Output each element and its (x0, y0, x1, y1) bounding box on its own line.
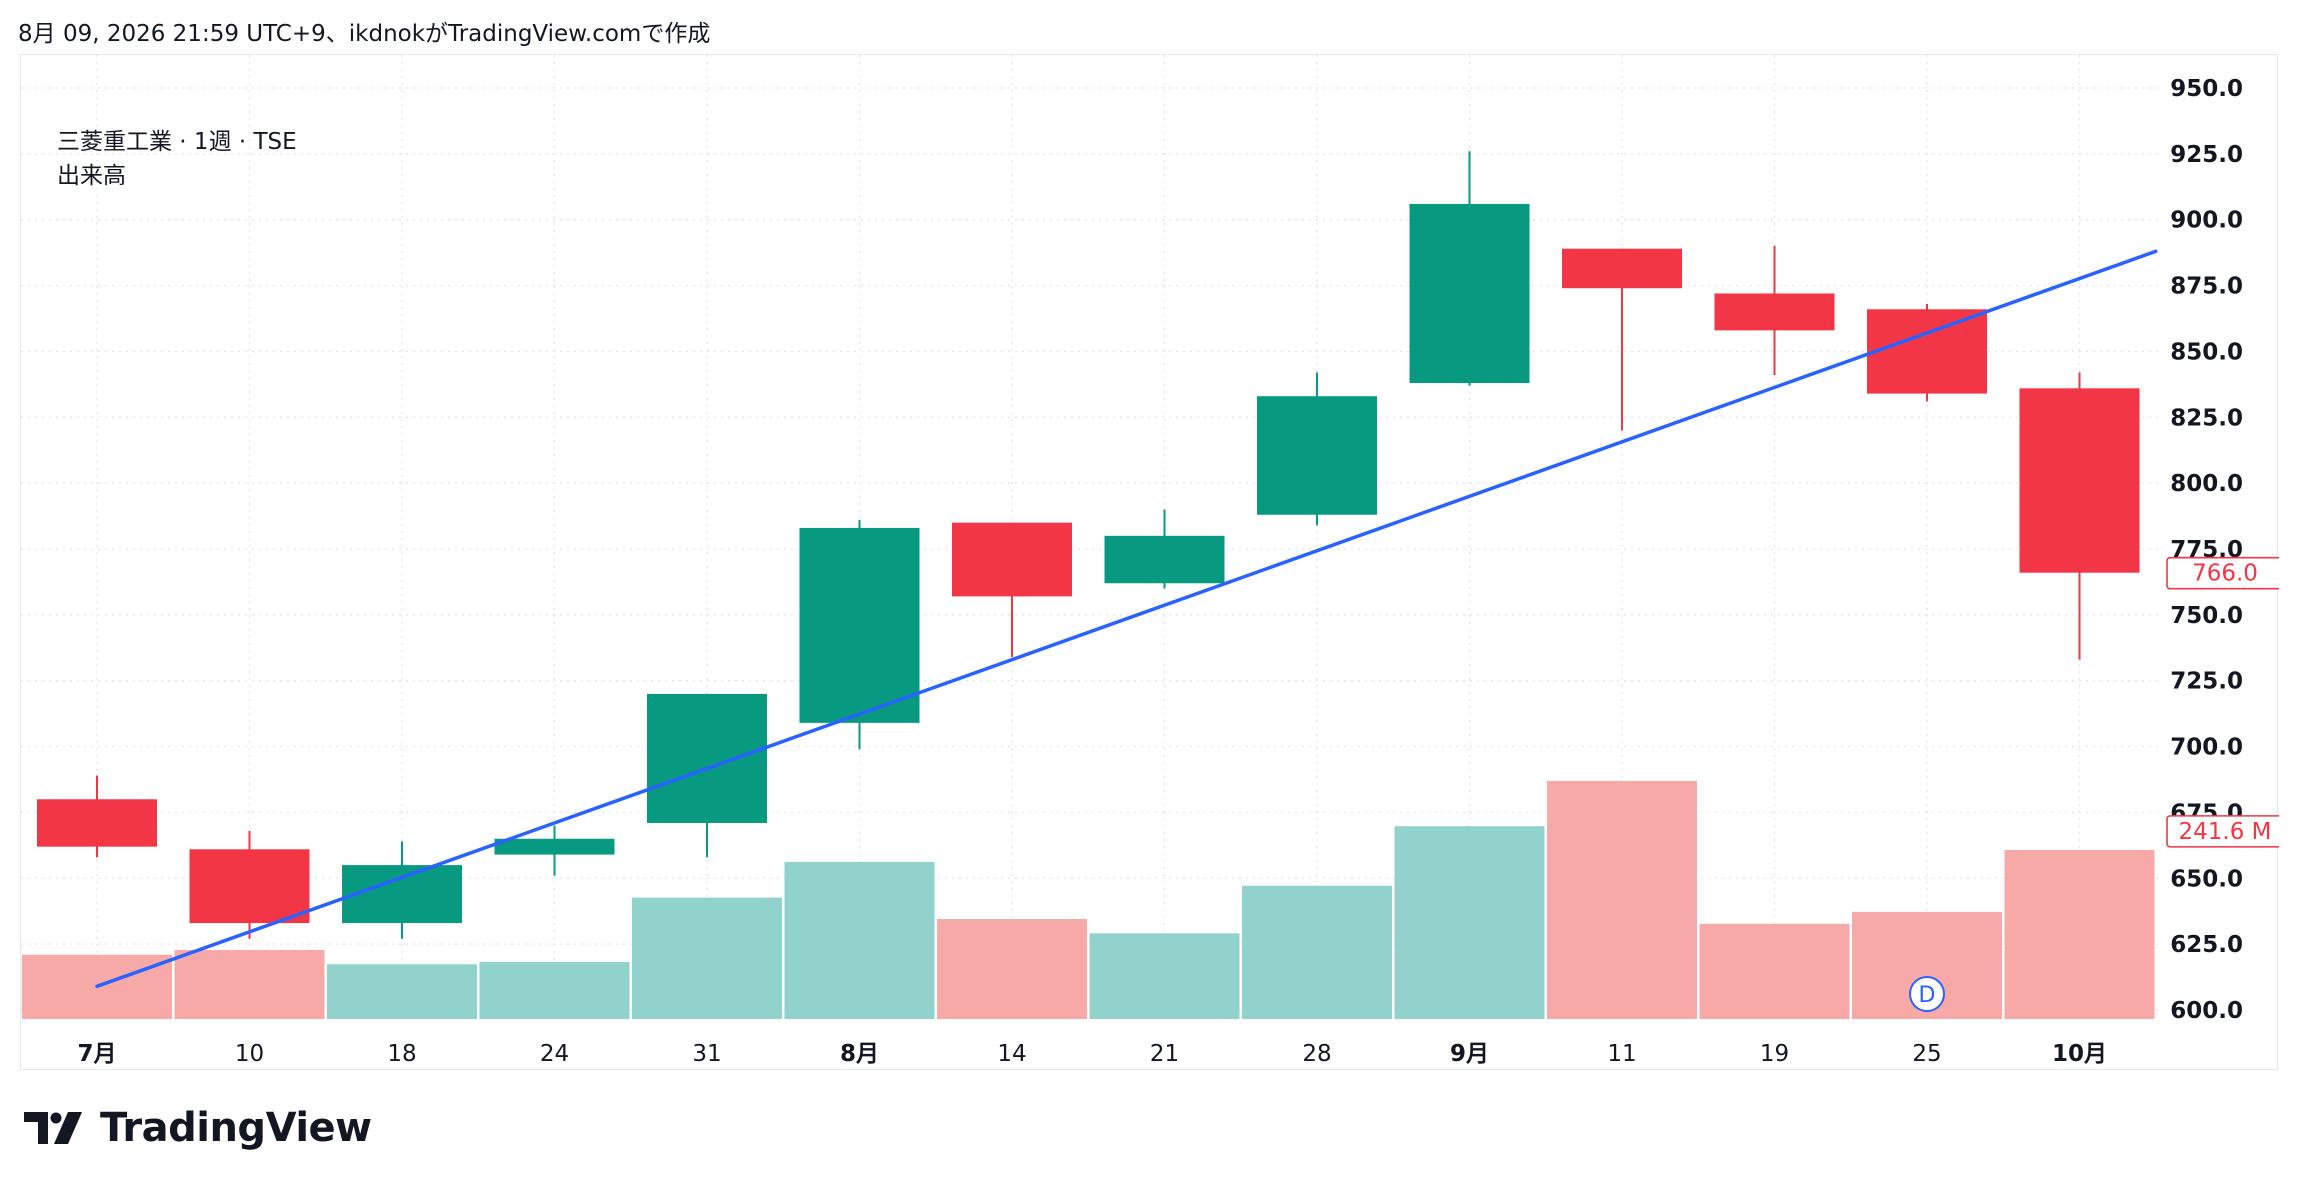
time-tick-label: 10月 (2052, 1041, 2107, 1067)
candle-body (494, 838, 615, 855)
candle-body (952, 522, 1072, 597)
marker-layer: D (1909, 976, 1945, 1012)
time-axis: 7月 10 18 24 31 8月 14 21 28 9月 11 19 25 10月 (77, 1041, 2107, 1067)
candle-body (2019, 388, 2140, 573)
last-price-label: 766.0 (2192, 561, 2258, 587)
price-tick-label: 850.0 (2170, 339, 2243, 365)
time-tick-label: 14 (997, 1041, 1026, 1067)
price-tick-label: 725.0 (2170, 669, 2243, 695)
time-tick-label: 7月 (77, 1041, 116, 1067)
volume-bar (174, 949, 325, 1019)
price-tick-label: 600.0 (2170, 998, 2243, 1024)
price-tick-label: 650.0 (2170, 866, 2243, 892)
candle-body (1104, 535, 1225, 584)
price-tick-label: 800.0 (2170, 471, 2243, 497)
volume-bar (1699, 923, 1850, 1019)
price-tick-label: 825.0 (2170, 405, 2243, 431)
candle-body (1409, 203, 1530, 384)
trendline (95, 249, 2158, 989)
time-tick-label: 19 (1760, 1041, 1789, 1067)
volume-bar (632, 897, 782, 1019)
price-tick-label: 750.0 (2170, 603, 2243, 629)
time-tick-label: 10 (235, 1041, 264, 1067)
candle-body (1257, 396, 1377, 515)
price-tick-label: 875.0 (2170, 274, 2243, 300)
candle-body (1714, 293, 1835, 331)
volume-value-label: 241.6 M (2179, 819, 2272, 845)
volume-bar (479, 961, 630, 1019)
price-tick-label: 625.0 (2170, 932, 2243, 958)
price-tick-label: 900.0 (2170, 208, 2243, 234)
volume-value-label-box (2166, 815, 2279, 848)
trendline-layer (95, 249, 2158, 989)
dividend-marker-label: D (1919, 983, 1936, 1008)
volume-bar (327, 964, 477, 1019)
time-tick-label: 31 (692, 1041, 721, 1067)
volume-bar (1547, 781, 1697, 1019)
candlestick-chart[interactable]: 950.0925.0900.0875.0850.0825.0800.0775.0… (21, 55, 2279, 1071)
time-tick-label: 28 (1302, 1041, 1331, 1067)
candle-body (647, 693, 767, 823)
time-tick-label: 25 (1912, 1041, 1941, 1067)
candle-body (1562, 248, 1682, 289)
volume-indicator-label[interactable]: 出来高 (57, 163, 126, 189)
symbol-title[interactable]: 三菱重工業 · 1週 · TSE (57, 129, 297, 155)
price-tick-label: 925.0 (2170, 142, 2243, 168)
time-tick-label: 18 (387, 1041, 416, 1067)
price-tick-label: 950.0 (2170, 76, 2243, 102)
brand-name: TradingView (100, 1105, 372, 1151)
time-tick-label: 11 (1607, 1041, 1636, 1067)
volume-bar (2004, 850, 2155, 1019)
candle-body (189, 849, 310, 924)
last-price-label-box (2166, 556, 2279, 590)
price-axis: 950.0925.0900.0875.0850.0825.0800.0775.0… (2166, 76, 2279, 1024)
chart-caption: 8月 09, 2026 21:59 UTC+9、ikdnokがTradingVi… (18, 21, 711, 47)
volume-bar (1089, 933, 1240, 1019)
price-tick-label: 700.0 (2170, 735, 2243, 761)
chart-frame: 950.0 925.0 900.0 875.0 850.0 825.0 800.0 775.0… (20, 54, 2279, 1071)
candle-layer (37, 151, 2140, 939)
tradingview-logo-icon (24, 1112, 82, 1144)
volume-bar (1394, 826, 1545, 1019)
time-tick-label: 21 (1150, 1041, 1179, 1067)
volume-bar (1242, 885, 1392, 1019)
candle-body (342, 865, 462, 924)
volume-bar (937, 919, 1087, 1019)
volume-bar (784, 861, 935, 1019)
time-tick-label: 8月 (840, 1041, 879, 1067)
dividend-marker (1909, 976, 1945, 1012)
tradingview-brand[interactable]: TradingView (24, 1105, 372, 1151)
candle-body (1867, 309, 1987, 394)
chart-legend: 三菱重工業 · 1週 · TSE 出来高 (57, 125, 297, 193)
candle-body (799, 527, 920, 723)
time-tick-label: 9月 (1450, 1041, 1489, 1067)
candle-body (37, 799, 157, 847)
time-tick-label: 24 (540, 1041, 569, 1067)
